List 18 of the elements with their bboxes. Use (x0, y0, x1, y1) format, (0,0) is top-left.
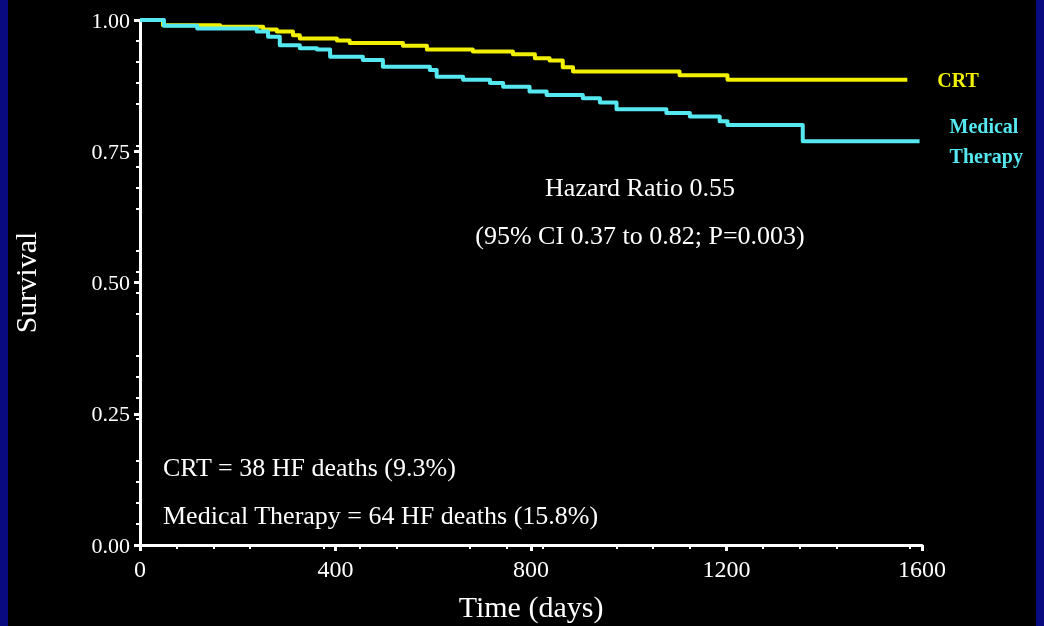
y-axis-title: Survival (8, 231, 42, 334)
y-tick-label: 0.25 (91, 401, 130, 427)
x-tick-label: 400 (317, 556, 354, 582)
y-tick-label: 0.75 (91, 138, 130, 164)
y-tick-label: 0.00 (91, 532, 130, 558)
annotation: CRT = 38 HF deaths (9.3%) (163, 452, 456, 482)
x-tick-label: 0 (134, 556, 146, 582)
y-tick-label: 1.00 (91, 7, 130, 33)
y-tick-label: 0.50 (91, 270, 130, 295)
x-axis-title: Time (days) (458, 589, 604, 624)
annotation: Medical Therapy = 64 HF deaths (15.8%) (163, 500, 599, 530)
x-tick-label: 800 (513, 556, 549, 582)
series-label: Medical Therapy (949, 115, 1024, 169)
annotation: (95% CI 0.37 to 0.82; P=0.003) (475, 220, 805, 250)
x-tick-label: 1200 (702, 556, 751, 582)
annotation: Hazard Ratio 0.55 (545, 172, 735, 202)
x-tick-label: 1600 (898, 556, 946, 582)
series-label: CRT (937, 68, 980, 91)
